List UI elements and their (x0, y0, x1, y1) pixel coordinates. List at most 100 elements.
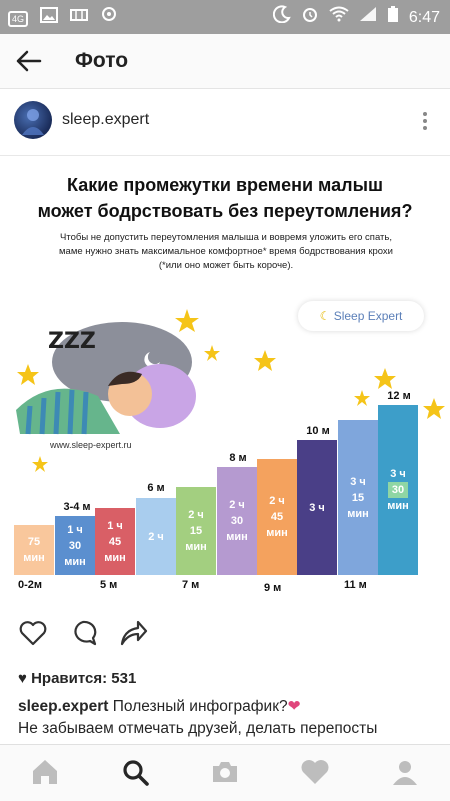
bar-0-2m: 75 мин (14, 525, 54, 575)
comment-icon (74, 620, 97, 646)
caption-username[interactable]: sleep.expert (18, 698, 109, 715)
bar-5m: 1 ч 45 мин (95, 508, 135, 575)
home-icon (33, 760, 57, 784)
star-icon (32, 456, 48, 472)
bar-label: 45 (108, 535, 122, 548)
bar-label: 45 (270, 511, 284, 523)
status-bar: 4G 6:47 (0, 0, 450, 34)
bar-label: мин (23, 552, 45, 564)
likes-text: Нравится: 531 (31, 670, 137, 687)
post-username[interactable]: sleep.expert (62, 111, 150, 128)
post-image: Какие промежутки времени малыш может бод… (0, 156, 450, 606)
search-icon (123, 760, 149, 786)
bar-9m: 2 ч 45 мин (257, 459, 297, 575)
heart-icon (301, 760, 329, 784)
moon-icon: ☾ (319, 309, 331, 323)
age-label: 9 м (264, 582, 282, 594)
post-header: sleep.expert (0, 89, 450, 156)
age-label: 0-2м (18, 579, 43, 591)
bar-label: 2 ч (269, 495, 285, 507)
back-arrow-icon (16, 50, 42, 72)
status-bar-right-icons: 6:47 (272, 5, 440, 30)
caption-text: Полезный инфографик? (112, 698, 288, 715)
bar-label: 2 ч (188, 509, 204, 521)
bar-12m: 3 ч 30 мин (378, 405, 418, 575)
bar-label: 3 ч (350, 475, 366, 488)
sleeping-baby-illustration: ZZZ (16, 322, 196, 435)
bar-label: мин (104, 551, 126, 564)
back-button[interactable] (14, 46, 46, 76)
bar-label: 15 (189, 525, 203, 537)
infographic-subtitle-line3: (*или оно может быть короче). (158, 260, 294, 271)
bar-label: 2 ч (148, 530, 164, 543)
more-options-icon[interactable] (420, 109, 430, 135)
website-url: www.sleep-expert.ru (50, 440, 132, 450)
bottom-nav (0, 744, 450, 801)
bar-label: мин (266, 527, 288, 539)
bar-top-label: 10 м (306, 425, 330, 437)
comment-button[interactable] (68, 618, 98, 648)
star-icon (254, 350, 276, 371)
infographic-subtitle-line2: маме нужно знать максимальное комфортное… (59, 246, 393, 257)
heart-icon (19, 621, 47, 646)
bar-top-label: 12 м (387, 390, 411, 402)
post-actions (0, 610, 450, 658)
likes-heart-icon: ♥ (18, 670, 27, 687)
wifi-icon (329, 6, 349, 29)
bar-10m: 3 ч (297, 440, 337, 575)
bar-label: мин (387, 500, 409, 512)
bar-label: 3 ч (390, 468, 406, 480)
brand-logo: ☾ Sleep Expert (298, 301, 424, 331)
avatar-image (22, 109, 44, 135)
bar-11m: 3 ч 15 мин (338, 420, 378, 575)
star-icon (354, 390, 370, 406)
age-label: 5 м (100, 579, 118, 591)
status-bar-left-icons: 4G (8, 6, 118, 31)
bar-label: 1 ч (67, 523, 83, 536)
bar-7m: 2 ч 15 мин (176, 487, 216, 575)
profile-icon (393, 761, 417, 785)
bar-6m: 2 ч (136, 498, 176, 575)
caption: sleep.expert Полезный инфографик?❤ Не за… (18, 696, 448, 740)
bar-label: 3 ч (309, 501, 325, 514)
bar-label: 30 (68, 539, 82, 552)
nav-activity[interactable] (300, 757, 330, 787)
bar-label: мин (347, 507, 369, 520)
network-badge: 4G (8, 10, 29, 27)
bar-top-label: 3-4 м (63, 501, 91, 513)
share-button[interactable] (118, 618, 148, 648)
nav-profile[interactable] (390, 757, 420, 787)
bar-8m: 2 ч 30 мин (217, 467, 257, 575)
location-chat-icon (100, 6, 118, 31)
bar-label: 1 ч (107, 519, 123, 532)
battery-icon (387, 5, 399, 30)
age-label: 11 м (344, 579, 367, 591)
like-button[interactable] (18, 618, 48, 648)
alarm-icon (301, 5, 319, 30)
infographic-subtitle-line1: Чтобы не допустить переутомления малыша … (60, 232, 392, 243)
nav-search[interactable] (120, 757, 150, 787)
infographic-title-line2: может бодрствовать без переутомления? (37, 201, 413, 221)
bar-label: 2 ч (229, 499, 245, 511)
likes-count[interactable]: ♥ Нравится: 531 (18, 670, 136, 687)
age-label: 7 м (182, 579, 200, 591)
bar-label: мин (185, 541, 207, 553)
bar-3-4m: 1 ч 30 мин (55, 516, 95, 575)
brand-name: Sleep Expert (333, 309, 403, 323)
bar-label: 30 (230, 515, 244, 527)
nav-home[interactable] (30, 757, 60, 787)
bar-label: 30 (387, 482, 409, 498)
bar-label: 15 (351, 491, 365, 504)
infographic-title-line1: Какие промежутки времени малыш (67, 175, 383, 195)
nav-camera[interactable] (210, 757, 240, 787)
infographic-title: Какие промежутки времени малыш может бод… (0, 172, 450, 224)
bar-label: мин (64, 555, 86, 568)
crib-icon (70, 7, 89, 30)
infographic-subtitle: Чтобы не допустить переутомления малыша … (6, 231, 446, 273)
star-icon (423, 398, 445, 419)
do-not-disturb-moon-icon (272, 5, 291, 30)
share-icon (120, 620, 148, 646)
avatar[interactable] (14, 101, 52, 139)
signal-icon (359, 6, 377, 29)
caption-line2: Не забываем отмечать друзей, делать пере… (18, 720, 378, 737)
